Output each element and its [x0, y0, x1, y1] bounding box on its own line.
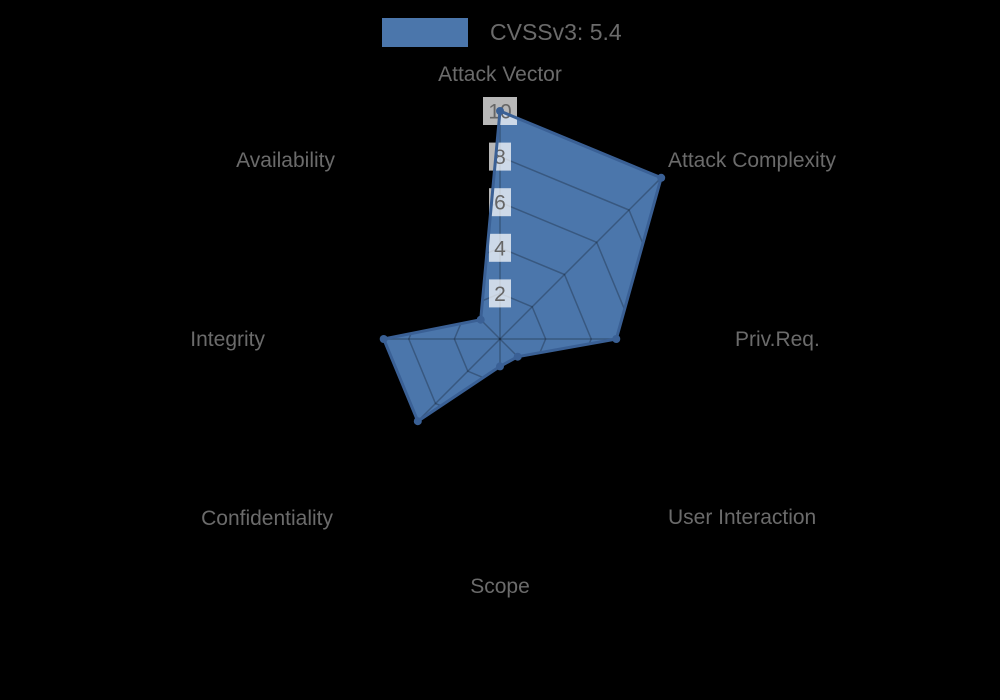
radar-tick-label: 8 [494, 146, 506, 169]
radar-grid-ring [407, 246, 593, 432]
radar-axis-spoke [499, 177, 662, 340]
radar-tick-label: 6 [494, 192, 506, 215]
radar-series-fill [383, 111, 662, 422]
radar-point [413, 417, 422, 426]
radar-axis-spoke [338, 177, 501, 340]
axis-label-scope: Scope [470, 575, 530, 598]
radar-point [496, 107, 504, 115]
radar-point [496, 362, 504, 371]
radar-point [513, 352, 522, 361]
legend-label: CVSSv3: 5.4 [490, 19, 622, 45]
legend: CVSSv3: 5.4 [0, 0, 1000, 60]
axis-label-integrity: Integrity [190, 328, 265, 351]
radar-point [657, 173, 666, 182]
radar-point [379, 335, 388, 343]
radar-tick-backdrop [489, 279, 511, 308]
radar-grid-ring [316, 155, 684, 523]
radar-point [612, 335, 621, 343]
radar-tick-backdrop [489, 233, 511, 262]
radar-grid-ring [362, 201, 638, 477]
radar-tick-label: 2 [494, 283, 506, 306]
axis-label-availability: Availability [236, 149, 335, 172]
axis-label-attack-vector: Attack Vector [438, 63, 562, 86]
radar-tick-backdrop [489, 188, 511, 217]
axis-label-user-interaction: User Interaction [668, 506, 817, 529]
radar-grid-ring [453, 292, 547, 386]
radar-grid-ring [271, 110, 729, 568]
radar-tick-label: 4 [494, 237, 506, 260]
radar-point [476, 315, 485, 324]
radar-axis-spoke [499, 338, 662, 501]
axis-label-confidentiality: Confidentiality [201, 507, 333, 530]
axis-label-attack-complexity: Attack Complexity [668, 149, 837, 172]
legend-swatch [382, 18, 468, 47]
axis-label-priv-req: Priv.Req. [735, 328, 820, 351]
